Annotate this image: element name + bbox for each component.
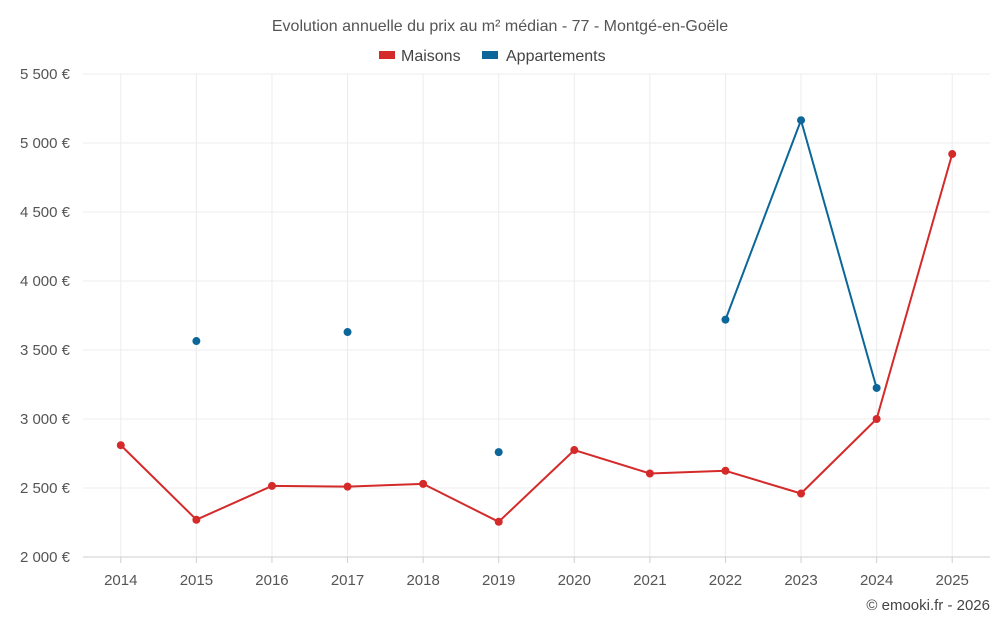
series-line-maisons: [120, 153, 954, 523]
chart-credit: © emooki.fr - 2026: [866, 597, 990, 614]
y-tick-label: 2 500 €: [20, 480, 71, 497]
y-tick-label: 5 500 €: [20, 66, 71, 83]
data-point-appartements[interactable]: [192, 337, 201, 346]
x-tick-label: 2020: [558, 572, 591, 589]
y-tick-label: 4 500 €: [20, 204, 71, 221]
legend: Maisons Appartements: [379, 48, 606, 65]
data-point-maisons[interactable]: [797, 489, 806, 498]
data-point-appartements[interactable]: [494, 448, 503, 457]
y-tick-label: 5 000 €: [20, 135, 71, 152]
legend-swatch-appartements: [482, 51, 498, 59]
legend-label-maisons: Maisons: [401, 48, 461, 65]
data-point-maisons[interactable]: [192, 515, 201, 524]
y-tick-label: 3 500 €: [20, 342, 71, 359]
data-point-appartements[interactable]: [721, 315, 730, 324]
data-point-appartements[interactable]: [872, 383, 881, 392]
y-tick-label: 3 000 €: [20, 411, 71, 428]
data-point-maisons[interactable]: [570, 446, 579, 455]
data-point-maisons[interactable]: [872, 415, 881, 423]
x-tick-label: 2024: [860, 572, 893, 589]
legend-item-maisons[interactable]: Maisons: [379, 48, 461, 65]
gridlines: [83, 73, 990, 557]
series: [116, 116, 957, 526]
x-tick-label: 2016: [255, 572, 288, 589]
data-point-maisons[interactable]: [721, 466, 730, 475]
data-point-appartements[interactable]: [797, 116, 806, 125]
legend-item-appartements[interactable]: Appartements: [482, 48, 606, 65]
data-point-maisons[interactable]: [948, 150, 957, 159]
data-point-maisons[interactable]: [645, 469, 654, 478]
data-point-appartements[interactable]: [343, 328, 352, 337]
data-point-maisons[interactable]: [494, 517, 503, 526]
x-tick-label: 2017: [331, 572, 364, 589]
x-tick-label: 2015: [180, 572, 213, 589]
y-tick-label: 4 000 €: [20, 273, 71, 290]
x-tick-label: 2022: [709, 572, 742, 589]
x-tick-label: 2019: [482, 572, 515, 589]
x-tick-label: 2021: [633, 572, 666, 589]
x-tick-label: 2014: [104, 572, 137, 589]
x-tick-label: 2018: [406, 572, 439, 589]
data-point-maisons[interactable]: [116, 441, 125, 450]
chart-title: Evolution annuelle du prix au m² médian …: [272, 18, 728, 35]
x-tick-label: 2025: [936, 572, 969, 589]
axes: 2 000 € 2 500 € 3 000 € 3 500 € 4 000 € 4 500…: [20, 66, 990, 589]
legend-label-appartements: Appartements: [506, 48, 606, 65]
x-tick-label: 2023: [784, 572, 817, 589]
data-point-maisons[interactable]: [419, 479, 428, 488]
data-point-maisons[interactable]: [267, 481, 276, 490]
data-point-maisons[interactable]: [343, 482, 352, 491]
legend-swatch-maisons: [379, 51, 395, 59]
y-tick-label: 2 000 €: [20, 549, 71, 566]
